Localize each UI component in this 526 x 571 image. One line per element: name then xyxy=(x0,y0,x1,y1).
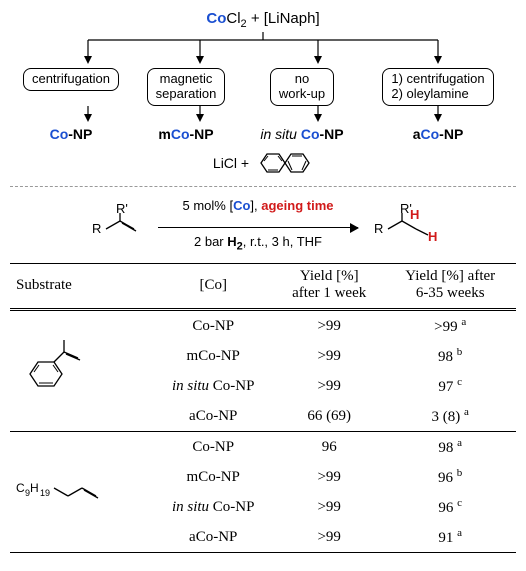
cell-y1: >99 xyxy=(274,492,384,522)
box-oleylamine: 1) centrifugation 2) oleylamine xyxy=(382,68,493,106)
cell-co: aCo-NP xyxy=(152,522,274,553)
svg-text:19: 19 xyxy=(40,488,50,498)
reaction-arrow xyxy=(158,227,358,228)
workup-boxes: centrifugation magnetic separation no wo… xyxy=(10,68,516,106)
th-yield1: Yield [%]after 1 week xyxy=(274,264,384,310)
cell-y1: >99 xyxy=(274,341,384,371)
cell-co: Co-NP xyxy=(152,310,274,342)
cell-y1: >99 xyxy=(274,462,384,492)
top-formula: CoCl2 + [LiNaph] xyxy=(10,10,516,30)
alkane-product-icon: R' R H H xyxy=(370,201,440,251)
cell-y2: 98 b xyxy=(384,341,516,371)
cell-co: mCo-NP xyxy=(152,462,274,492)
section-divider xyxy=(10,186,516,187)
cell-y1: 96 xyxy=(274,432,384,463)
cell-co: in situ Co-NP xyxy=(152,492,274,522)
table-row: Co-NP >99 >99 a xyxy=(10,310,516,342)
reaction-conditions: 5 mol% [Co], ageing time 2 bar H2, r.t.,… xyxy=(154,197,362,255)
results-table: Substrate [Co] Yield [%]after 1 week Yie… xyxy=(10,263,516,553)
cell-co: in situ Co-NP xyxy=(152,371,274,401)
svg-text:R': R' xyxy=(116,201,128,216)
alkene-substrate-icon: R' R xyxy=(86,201,146,251)
cell-y1: >99 xyxy=(274,522,384,553)
co-symbol: Co xyxy=(206,10,226,27)
cell-y2: >99 a xyxy=(384,310,516,342)
cell-y1: >99 xyxy=(274,371,384,401)
cell-y1: 66 (69) xyxy=(274,401,384,432)
box-no-workup: no work-up xyxy=(270,68,334,106)
undecene-icon: C 9 H 19 xyxy=(16,470,112,510)
cell-co: Co-NP xyxy=(152,432,274,463)
svg-text:C: C xyxy=(16,481,25,495)
reaction-scheme: R' R 5 mol% [Co], ageing time 2 bar H2, … xyxy=(10,197,516,255)
cell-y2: 3 (8) a xyxy=(384,401,516,432)
cell-y1: >99 xyxy=(274,310,384,342)
box-magnetic: magnetic separation xyxy=(147,68,226,106)
product-labels: Co-NP mCo-NP in situ Co-NP aCo-NP xyxy=(10,126,516,142)
cell-co: mCo-NP xyxy=(152,341,274,371)
cell-y2: 91 a xyxy=(384,522,516,553)
branch-connector xyxy=(28,32,498,68)
th-catalyst: [Co] xyxy=(152,264,274,310)
cell-y2: 98 a xyxy=(384,432,516,463)
naphthalene-icon xyxy=(253,148,313,178)
down-arrows xyxy=(28,106,498,124)
cell-y2: 96 c xyxy=(384,492,516,522)
box-centrifugation: centrifugation xyxy=(23,68,119,91)
substrate-1 xyxy=(10,310,152,432)
svg-text:R: R xyxy=(374,221,383,236)
svg-text:R: R xyxy=(92,221,101,236)
alpha-methylstyrene-icon xyxy=(16,334,88,404)
table-row: C 9 H 19 Co-NP 96 98 a xyxy=(10,432,516,463)
th-yield2: Yield [%] after6-35 weeks xyxy=(384,264,516,310)
svg-text:H: H xyxy=(410,207,419,222)
synthesis-diagram: CoCl2 + [LiNaph] centrifugation magnetic… xyxy=(10,10,516,178)
cell-y2: 96 b xyxy=(384,462,516,492)
cell-y2: 97 c xyxy=(384,371,516,401)
svg-text:H: H xyxy=(428,229,437,244)
substrate-2: C 9 H 19 xyxy=(10,432,152,553)
th-substrate: Substrate xyxy=(10,264,152,310)
cell-co: aCo-NP xyxy=(152,401,274,432)
byproduct-row: LiCl + xyxy=(10,148,516,178)
svg-text:H: H xyxy=(30,481,39,495)
